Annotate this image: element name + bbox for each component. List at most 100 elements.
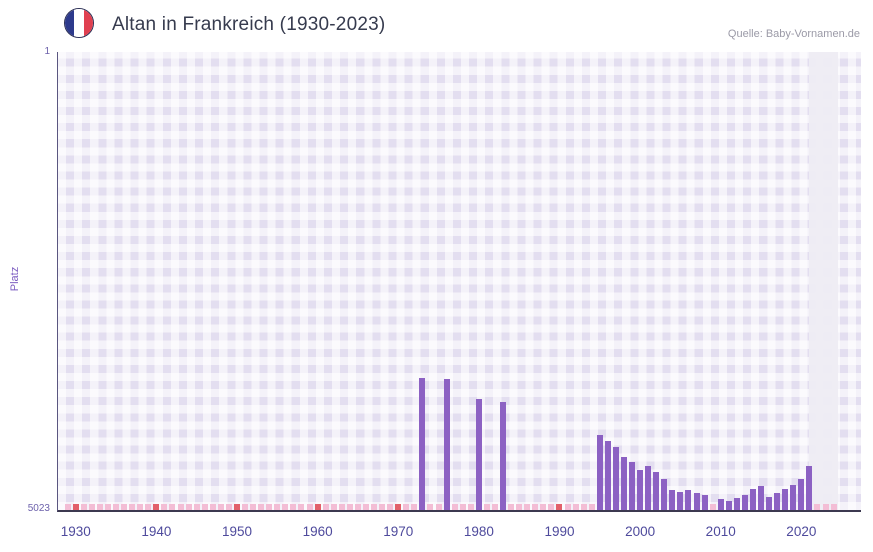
x-tick-label: 2000 xyxy=(625,524,656,539)
unranked-year-marker xyxy=(282,504,289,510)
unranked-year-marker xyxy=(64,504,71,510)
chart-bar-1976 xyxy=(443,379,450,510)
unranked-year-marker xyxy=(258,504,265,510)
unranked-year-marker xyxy=(451,504,458,510)
chart-bar-2021 xyxy=(806,465,813,510)
unranked-year-marker xyxy=(354,504,361,510)
chart-bar-1995 xyxy=(596,434,603,510)
unranked-year-marker xyxy=(209,504,216,510)
unranked-year-marker xyxy=(225,504,232,510)
unranked-year-marker xyxy=(411,504,418,510)
chart-bar-1999 xyxy=(629,462,636,510)
unranked-year-marker xyxy=(290,504,297,510)
unranked-year-marker xyxy=(556,504,563,510)
unranked-year-marker xyxy=(427,504,434,510)
unranked-year-marker xyxy=(564,504,571,510)
unranked-year-marker xyxy=(588,504,595,510)
chart-bar-1983 xyxy=(500,402,507,510)
chart-bar-2015 xyxy=(758,486,765,510)
unranked-year-marker xyxy=(104,504,111,510)
chart-bar-2018 xyxy=(782,488,789,510)
chart-bar-2020 xyxy=(798,478,805,510)
chart-bar-2019 xyxy=(790,485,797,510)
unranked-year-marker xyxy=(96,504,103,510)
unranked-year-marker xyxy=(242,504,249,510)
unranked-year-marker xyxy=(129,504,136,510)
unranked-year-marker xyxy=(459,504,466,510)
chart-bar-2008 xyxy=(701,495,708,510)
chart-bar-2007 xyxy=(693,493,700,510)
chart-plot-area xyxy=(57,52,861,512)
x-tick-label: 1960 xyxy=(302,524,333,539)
unranked-year-marker xyxy=(508,504,515,510)
x-axis-ticks: 1930 1940 1950 1960 1970 1980 1990 2000 2010 2020 xyxy=(58,524,861,544)
unranked-year-marker xyxy=(814,504,821,510)
unranked-year-marker xyxy=(524,504,531,510)
chart-bar-2011 xyxy=(725,500,732,510)
unranked-year-marker xyxy=(161,504,168,510)
y-axis-title: Platz xyxy=(9,266,21,292)
unranked-year-marker xyxy=(80,504,87,510)
unranked-year-marker xyxy=(371,504,378,510)
unranked-year-marker xyxy=(467,504,474,510)
unranked-year-marker xyxy=(185,504,192,510)
x-tick-label: 1940 xyxy=(141,524,172,539)
unranked-year-marker xyxy=(346,504,353,510)
chart-bar-1996 xyxy=(604,441,611,510)
flag-red-stripe xyxy=(83,9,93,37)
unranked-year-marker xyxy=(532,504,539,510)
unranked-year-marker xyxy=(169,504,176,510)
unranked-year-marker xyxy=(516,504,523,510)
unranked-year-marker xyxy=(483,504,490,510)
chart-bar-2016 xyxy=(766,496,773,510)
flag-blue-stripe xyxy=(65,9,75,37)
unranked-year-marker xyxy=(322,504,329,510)
unranked-year-marker xyxy=(362,504,369,510)
x-tick-label: 1970 xyxy=(383,524,414,539)
page-title: Altan in Frankreich (1930-2023) xyxy=(112,14,386,35)
chart-bar-2005 xyxy=(677,492,684,510)
source-credit: Quelle: Baby-Vornamen.de xyxy=(727,28,860,40)
recent-years-highlight-band xyxy=(808,52,839,510)
unranked-year-marker xyxy=(72,504,79,510)
france-flag-icon xyxy=(64,8,94,38)
chart-bar-2002 xyxy=(653,472,660,510)
chart-bar-2006 xyxy=(685,489,692,510)
unranked-year-marker xyxy=(137,504,144,510)
unranked-year-marker xyxy=(306,504,313,510)
x-tick-label: 2020 xyxy=(786,524,817,539)
unranked-year-marker xyxy=(338,504,345,510)
chart-bar-2010 xyxy=(717,498,724,510)
chart-bar-2001 xyxy=(645,465,652,510)
y-axis-top-label: 1 xyxy=(44,46,50,57)
unranked-year-marker xyxy=(435,504,442,510)
unranked-year-marker xyxy=(540,504,547,510)
chart-bar-2013 xyxy=(741,495,748,510)
unranked-year-marker xyxy=(379,504,386,510)
unranked-year-marker xyxy=(250,504,257,510)
unranked-year-marker xyxy=(88,504,95,510)
unranked-year-marker xyxy=(403,504,410,510)
chart-bar-2004 xyxy=(669,489,676,510)
chart-bar-2003 xyxy=(661,478,668,510)
unranked-year-marker xyxy=(830,504,837,510)
unranked-year-marker xyxy=(822,504,829,510)
unranked-year-marker xyxy=(491,504,498,510)
chart-bar-2014 xyxy=(749,488,756,510)
x-tick-label: 1990 xyxy=(544,524,575,539)
x-tick-label: 1950 xyxy=(221,524,252,539)
unranked-year-marker xyxy=(580,504,587,510)
unranked-year-marker xyxy=(217,504,224,510)
chart-bar-1997 xyxy=(612,446,619,510)
unranked-year-marker xyxy=(233,504,240,510)
chart-bar-1973 xyxy=(419,377,426,510)
unranked-year-marker xyxy=(153,504,160,510)
x-tick-label: 2010 xyxy=(705,524,736,539)
x-tick-label: 1980 xyxy=(463,524,494,539)
unranked-year-marker xyxy=(314,504,321,510)
unranked-year-marker xyxy=(201,504,208,510)
chart-bar-2000 xyxy=(637,469,644,510)
unranked-year-marker xyxy=(121,504,128,510)
unranked-year-marker xyxy=(145,504,152,510)
